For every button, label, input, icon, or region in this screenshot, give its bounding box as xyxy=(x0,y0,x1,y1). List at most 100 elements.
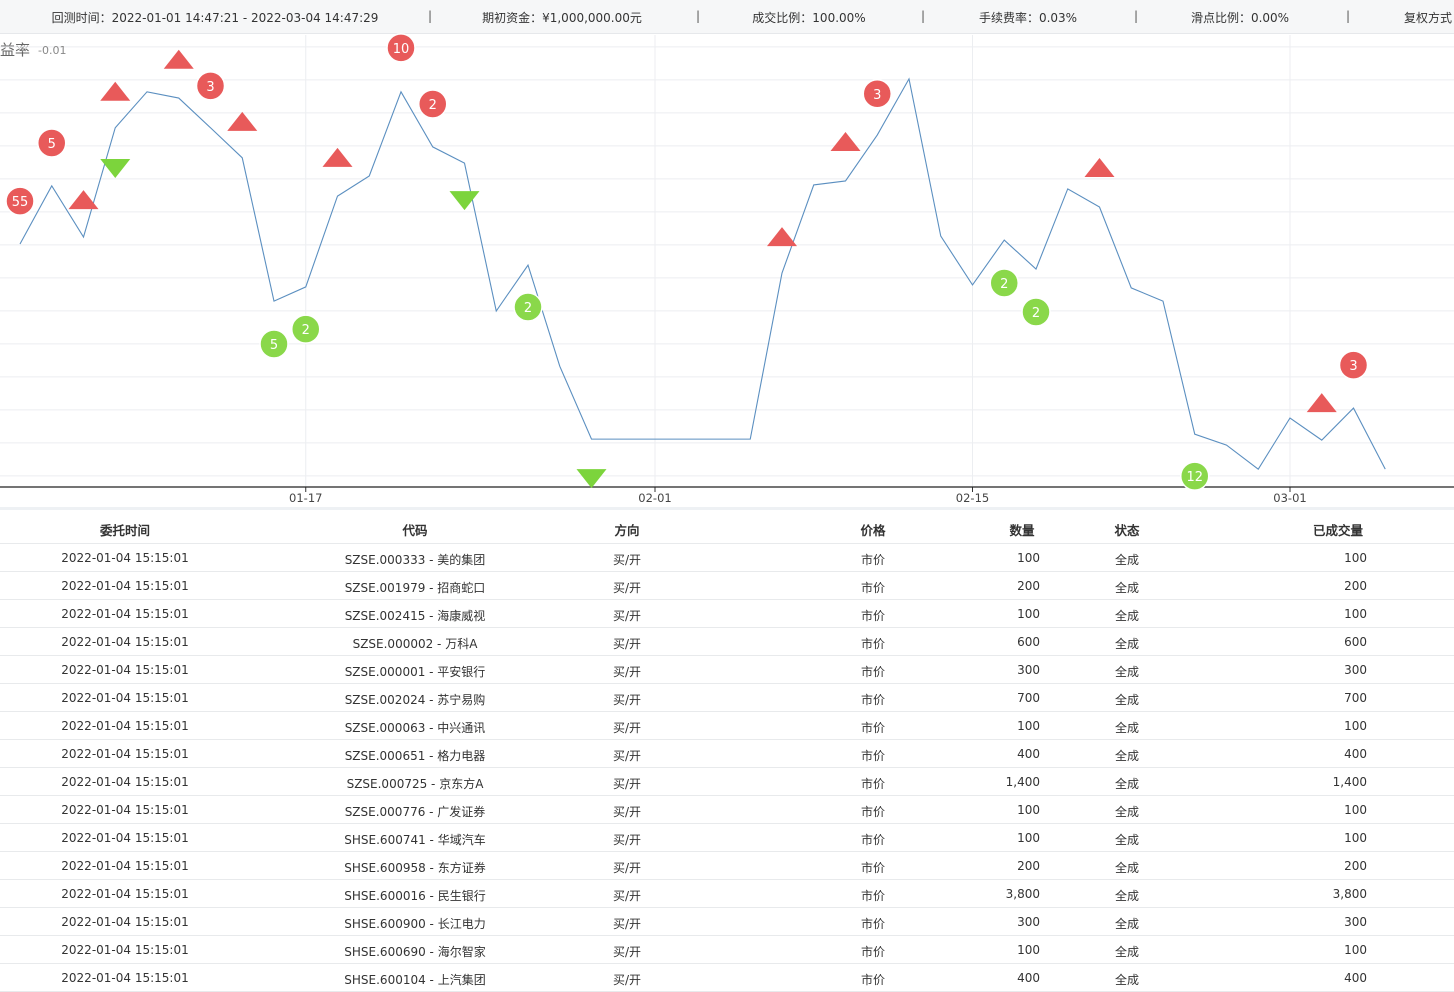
table-cell: 2022-01-04 15:15:01 xyxy=(61,635,189,649)
table-cell: 100 xyxy=(1344,607,1367,621)
table-cell: 买/开 xyxy=(612,805,642,819)
buy-marker xyxy=(227,111,258,131)
table-cell: 200 xyxy=(1344,579,1367,593)
y-axis-label: 益率 xyxy=(0,41,30,59)
table-cell: 市价 xyxy=(860,553,886,567)
row-divider xyxy=(0,879,1454,880)
table-cell: 全成 xyxy=(1114,609,1140,623)
table-cell: 市价 xyxy=(860,777,886,791)
table-cell: 100 xyxy=(1017,719,1040,733)
table-cell: 市价 xyxy=(860,973,886,987)
table-cell: SZSE.000063 - 中兴通讯 xyxy=(344,721,486,735)
table-cell: 市价 xyxy=(860,637,886,651)
trade-count-marker xyxy=(1338,350,1369,380)
row-divider xyxy=(0,795,1454,796)
table-cell: 400 xyxy=(1017,971,1040,985)
trade-count-label: 12 xyxy=(1186,470,1203,485)
table-cell: 2022-01-04 15:15:01 xyxy=(61,691,189,705)
table-cell: SHSE.600741 - 华域汽车 xyxy=(344,833,486,847)
table-cell: 3,800 xyxy=(1005,887,1040,901)
row-divider xyxy=(0,767,1454,768)
y-tick-label: -0.01 xyxy=(38,44,66,57)
trade-count-label: 3 xyxy=(873,88,881,103)
table-cell: 买/开 xyxy=(612,777,642,791)
header-item: 手续费率：0.03% xyxy=(978,11,1078,25)
table-cell: 全成 xyxy=(1114,721,1140,735)
table-cell: 200 xyxy=(1017,579,1040,593)
table-cell: 2022-01-04 15:15:01 xyxy=(61,663,189,677)
trade-count-label: 55 xyxy=(12,195,29,210)
table-cell: SHSE.600900 - 长江电力 xyxy=(344,917,486,931)
table-cell: 300 xyxy=(1344,915,1367,929)
table-cell: 市价 xyxy=(860,581,886,595)
table-cell: 全成 xyxy=(1114,581,1140,595)
table-cell: SZSE.002415 - 海康威视 xyxy=(344,609,486,623)
trade-count-label: 2 xyxy=(302,323,310,338)
table-cell: SHSE.600958 - 东方证券 xyxy=(344,861,486,875)
separator: | xyxy=(921,9,926,23)
buy-marker xyxy=(163,49,194,69)
table-cell: 2022-01-04 15:15:01 xyxy=(61,887,189,901)
table-cell: 100 xyxy=(1344,943,1367,957)
column-header: 数量 xyxy=(1009,523,1035,538)
table-cell: 200 xyxy=(1017,859,1040,873)
table-cell: 全成 xyxy=(1114,805,1140,819)
row-divider xyxy=(0,627,1454,628)
table-cell: 100 xyxy=(1017,551,1040,565)
table-cell: 2022-01-04 15:15:01 xyxy=(61,831,189,845)
table-cell: 700 xyxy=(1344,691,1367,705)
row-divider xyxy=(0,823,1454,824)
table-cell: 买/开 xyxy=(612,917,642,931)
table-cell: SHSE.600016 - 民生银行 xyxy=(344,889,486,903)
row-divider xyxy=(0,543,1454,544)
x-tick-label: 02-01 xyxy=(638,491,671,505)
table-cell: 100 xyxy=(1017,831,1040,845)
table-cell: 2022-01-04 15:15:01 xyxy=(61,719,189,733)
table-cell: 买/开 xyxy=(612,609,642,623)
table-cell: SZSE.000333 - 美的集团 xyxy=(344,553,486,567)
row-divider xyxy=(0,739,1454,740)
table-cell: SHSE.600104 - 上汽集团 xyxy=(344,973,486,987)
table-cell: 100 xyxy=(1344,551,1367,565)
table-cell: SZSE.000002 - 万科A xyxy=(352,637,478,651)
header-item: 回测时间：2022-01-01 14:47:21 - 2022-03-04 14… xyxy=(51,11,379,25)
trade-count-label: 3 xyxy=(1349,359,1357,374)
buy-marker xyxy=(830,131,861,151)
line-series xyxy=(19,77,1386,470)
header-bar: 回测时间：2022-01-01 14:47:21 - 2022-03-04 14… xyxy=(0,0,1454,34)
table-cell: 买/开 xyxy=(612,889,642,903)
table-cell: 100 xyxy=(1017,943,1040,957)
table-cell: 300 xyxy=(1017,663,1040,677)
table-cell: 全成 xyxy=(1114,553,1140,567)
table-cell: 买/开 xyxy=(612,973,642,987)
table-cell: 100 xyxy=(1017,803,1040,817)
table-cell: 600 xyxy=(1344,635,1367,649)
table-cell: 市价 xyxy=(860,609,886,623)
column-header: 代码 xyxy=(402,523,428,538)
table-cell: 买/开 xyxy=(612,721,642,735)
table-cell: 全成 xyxy=(1114,665,1140,679)
table-cell: 100 xyxy=(1017,607,1040,621)
row-divider xyxy=(0,851,1454,852)
table-cell: 市价 xyxy=(860,749,886,763)
sell-marker xyxy=(100,159,131,179)
table-cell: SZSE.002024 - 苏宁易购 xyxy=(344,693,486,707)
table-cell: 买/开 xyxy=(612,861,642,875)
table-cell: 2022-01-04 15:15:01 xyxy=(61,803,189,817)
table-cell: SZSE.001979 - 招商蛇口 xyxy=(344,581,486,595)
row-divider xyxy=(0,683,1454,684)
column-header: 委托时间 xyxy=(99,523,151,538)
row-divider xyxy=(0,963,1454,964)
orders-table: 委托时间 代码 方向 价格 数量 状态 已成交量 2022-01-04 15:15:01 SZS… xyxy=(0,507,1454,992)
table-cell: 2022-01-04 15:15:01 xyxy=(61,859,189,873)
trade-count-label: 2 xyxy=(429,98,437,113)
sell-marker xyxy=(576,469,607,489)
trade-count-marker xyxy=(418,89,448,119)
table-cell: 2022-01-04 15:15:01 xyxy=(61,971,189,985)
table-cell: 300 xyxy=(1017,915,1040,929)
header-item: 期初资金：¥1,000,000.00元 xyxy=(482,11,642,25)
table-cell: 买/开 xyxy=(612,945,642,959)
trade-count-marker xyxy=(259,329,289,359)
